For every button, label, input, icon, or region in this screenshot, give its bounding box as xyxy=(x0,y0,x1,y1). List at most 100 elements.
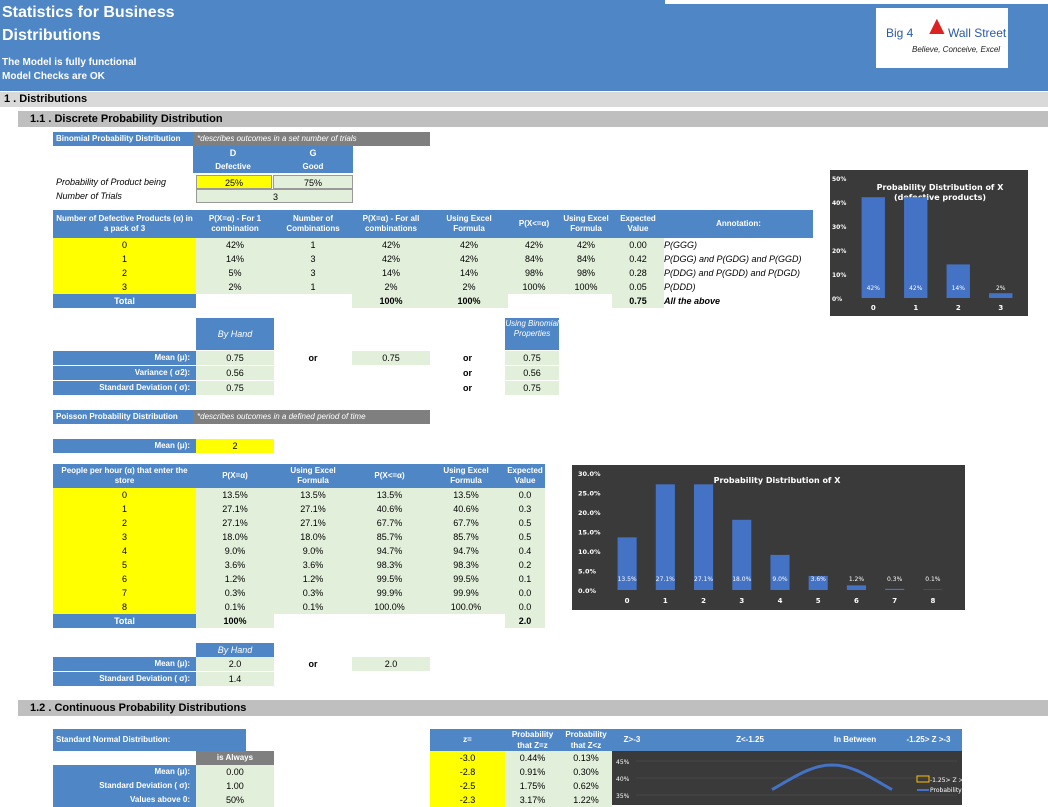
binomial-chart: 0%10%20%30%40%50%Probability Distributio… xyxy=(830,170,1028,316)
th-prob-lt: Probability that Z<z xyxy=(560,729,612,751)
th-cumulative: P(X<=α) xyxy=(508,210,560,238)
cell: All the above xyxy=(664,294,813,308)
cell: 98% xyxy=(560,266,612,280)
x-tick-label: 7 xyxy=(892,597,897,605)
prob-defective-input[interactable]: 25% xyxy=(196,175,272,189)
cell: 84% xyxy=(560,252,612,266)
poisson-cell: 3.6% xyxy=(196,558,274,572)
cell[interactable]: 2 xyxy=(53,266,196,280)
poisson-cell[interactable]: 3 xyxy=(53,530,196,544)
poisson-cell: 0.5 xyxy=(505,516,545,530)
cell: 1 xyxy=(274,280,352,294)
cell: 100% xyxy=(508,280,560,294)
binomial-header-row: Number of Defective Products (α) in a pa… xyxy=(53,210,813,238)
poisson-cell: 98.3% xyxy=(352,558,427,572)
binomial-table: Number of Defective Products (α) in a pa… xyxy=(53,210,813,308)
poisson-cell[interactable]: 7 xyxy=(53,586,196,600)
cell: 5% xyxy=(196,266,274,280)
x-tick-label: 2 xyxy=(956,304,961,312)
poisson-cell[interactable]: 4 xyxy=(53,544,196,558)
z-cell: 0.91% xyxy=(505,765,560,779)
y-tick-label: 50% xyxy=(832,176,846,183)
cell: 14% xyxy=(352,266,430,280)
binomial-chart-svg: 0%10%20%30%40%50%Probability Distributio… xyxy=(830,170,1028,316)
data-label: 0.1% xyxy=(925,576,941,583)
y-tick-label: 15.0% xyxy=(578,529,601,537)
x-tick-label: 5 xyxy=(816,597,821,605)
variance-hand: 0.56 xyxy=(196,366,274,380)
th-expected: Expected Value xyxy=(612,210,664,238)
cell: 14% xyxy=(430,266,508,280)
th-cumulative: P(X<=α) xyxy=(352,464,427,488)
poisson-cell: 99.9% xyxy=(427,586,505,600)
th-excel1: Using Excel Formula xyxy=(430,210,508,238)
variance-prop: 0.56 xyxy=(505,366,559,380)
bar xyxy=(656,484,675,590)
cell: 1 xyxy=(274,238,352,252)
poisson-cell: 100.0% xyxy=(352,600,427,614)
th-people: People per hour (α) that enter the store xyxy=(53,464,196,488)
cell: P(GGG) xyxy=(664,238,813,252)
trials-input[interactable]: 3 xyxy=(196,189,353,203)
poisson-cell: 9.0% xyxy=(196,544,274,558)
cell: 2% xyxy=(196,280,274,294)
data-label: 27.1% xyxy=(694,576,713,583)
page-subtitle: Distributions xyxy=(2,27,101,45)
z-cell[interactable]: -3.0 xyxy=(430,751,505,765)
chart-title: Probability Distribution of X xyxy=(714,476,842,485)
y-tick-label: 0% xyxy=(832,296,842,303)
z-cell[interactable]: -2.8 xyxy=(430,765,505,779)
x-tick-label: 3 xyxy=(998,304,1003,312)
z-cell: 0.30% xyxy=(560,765,612,779)
cell[interactable]: 1 xyxy=(53,252,196,266)
cell[interactable]: 0 xyxy=(53,238,196,252)
poisson-cell[interactable]: 6 xyxy=(53,572,196,586)
by-hand-header: By Hand xyxy=(196,318,274,350)
bar xyxy=(904,197,927,298)
poisson-cell[interactable]: 8 xyxy=(53,600,196,614)
or-text: or xyxy=(274,657,352,671)
normal-std-value: 1.00 xyxy=(196,779,274,793)
data-label: 0.3% xyxy=(887,576,903,583)
poisson-cell: 13.5% xyxy=(352,488,427,502)
y-tick-label: 5.0% xyxy=(578,568,597,576)
poisson-cell[interactable]: 1 xyxy=(53,502,196,516)
cell: 100% xyxy=(430,294,508,308)
poisson-cell: 0.0 xyxy=(505,488,545,502)
poisson-cell: 40.6% xyxy=(427,502,505,516)
y-tick-label: 10% xyxy=(832,272,846,279)
x-tick-label: 6 xyxy=(854,597,859,605)
y-tick-label: 30% xyxy=(832,224,846,231)
legend-range: -1.25> Z >-3 xyxy=(930,777,962,784)
x-tick-label: 0 xyxy=(871,304,876,312)
std-prop: 0.75 xyxy=(505,381,559,395)
cell[interactable]: 3 xyxy=(53,280,196,294)
poisson-total-cell: Total xyxy=(53,614,196,628)
poisson-cell: 0.0 xyxy=(505,586,545,600)
poisson-cell: 85.7% xyxy=(427,530,505,544)
poisson-cell[interactable]: 2 xyxy=(53,516,196,530)
cell: 0.00 xyxy=(612,238,664,252)
poisson-cell[interactable]: 0 xyxy=(53,488,196,502)
table-row: 2 5% 3 14% 14% 98% 98% 0.28 P(DDG) and P… xyxy=(53,266,813,280)
poisson-cell: 0.3% xyxy=(196,586,274,600)
poisson-title: Poisson Probability Distribution xyxy=(53,410,193,424)
poisson-mean-input[interactable]: 2 xyxy=(196,439,274,453)
th-excel2: Using Excel Formula xyxy=(560,210,612,238)
cell: 2% xyxy=(352,280,430,294)
poisson-cell[interactable]: 5 xyxy=(53,558,196,572)
normal-std-label: Standard Deviation ( σ): xyxy=(53,779,196,793)
th-zgt-3: Z>-3 xyxy=(612,733,652,747)
cell: P(DDG) and P(GDD) and P(DGD) xyxy=(664,266,813,280)
poisson-cell: 27.1% xyxy=(274,502,352,516)
subsection-discrete: 1.1 . Discrete Probability Distribution xyxy=(18,111,1048,127)
poisson-total-cell xyxy=(274,614,352,628)
normal-mean-value: 0.00 xyxy=(196,765,274,779)
page-title: Statistics for Business xyxy=(2,4,175,22)
poisson-cell: 1.2% xyxy=(274,572,352,586)
th-prob-eq: Probability that Z=z xyxy=(505,729,560,751)
y-tick-label: 30.0% xyxy=(578,470,601,478)
x-tick-label: 4 xyxy=(778,597,783,605)
binomial-title: Binomial Probability Distribution xyxy=(53,132,193,146)
z-cell[interactable]: -2.5 xyxy=(430,779,505,793)
